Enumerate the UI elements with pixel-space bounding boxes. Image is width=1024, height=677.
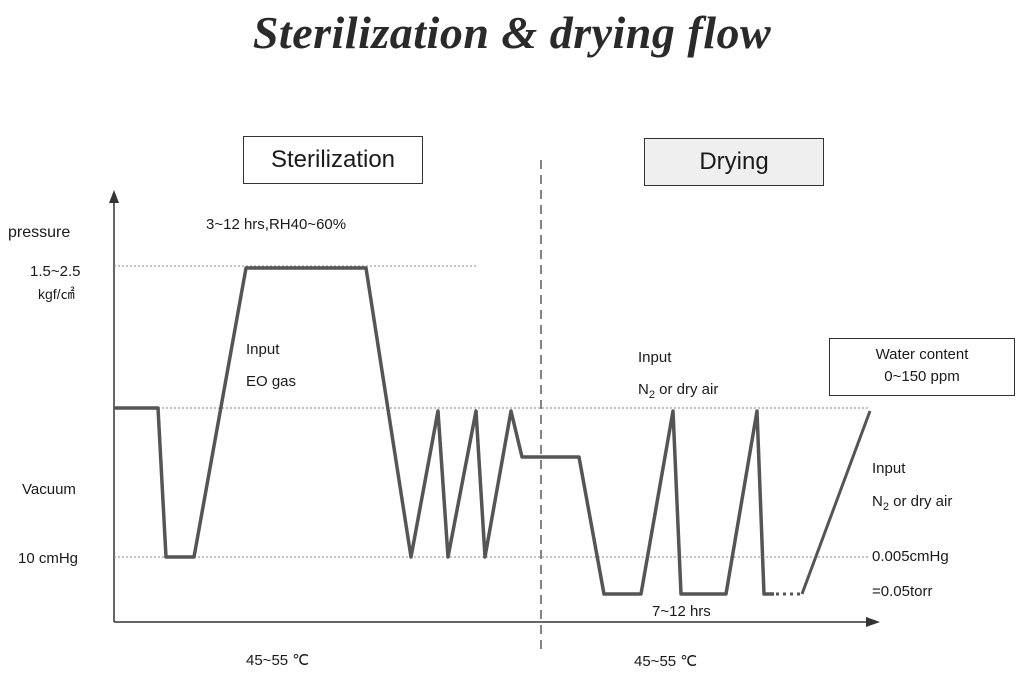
sterilization-stage-box: Sterilization (243, 136, 423, 184)
drying-temp-label: 45~55 ℃ (634, 653, 698, 670)
n2-symbol: N (638, 381, 649, 398)
cmhg-label: 10 cmHg (18, 550, 79, 567)
n2-rest: or dry air (654, 381, 719, 398)
input-n2-final-label-2: N2 or dry air (872, 493, 952, 513)
pressure-curve (114, 266, 774, 596)
water-content-label: Water content (875, 346, 969, 363)
pressure-curve-final (800, 410, 872, 595)
n2-final-subscript: 2 (882, 501, 889, 513)
drying-stage-box: Drying (644, 138, 824, 186)
page-title: Sterilization & drying flow (252, 7, 772, 58)
n2-final-symbol: N (872, 493, 883, 510)
pressure-top-label: 1.5~2.5 (30, 263, 81, 280)
vacuum-low-label: 0.005cmHg (872, 548, 949, 565)
drying-time-label: 7~12 hrs (652, 603, 711, 620)
sterilization-time-label: 3~12 hrs,RH40~60% (206, 216, 347, 233)
x-axis-arrow (866, 617, 880, 627)
water-content-value: 0~150 ppm (884, 368, 960, 385)
input-eo-label-1: Input (246, 341, 280, 358)
pressure-top-unit: kgf/㎠ (38, 286, 75, 302)
water-content-box: Water content 0~150 ppm (829, 338, 1015, 396)
vacuum-label: Vacuum (22, 481, 76, 498)
n2-subscript: 2 (648, 389, 655, 401)
sterilization-temp-label: 45~55 ℃ (246, 652, 310, 669)
n2-final-rest: or dry air (888, 493, 953, 510)
vacuum-low-torr-label: =0.05torr (872, 583, 933, 600)
input-n2-label-2: N2 or dry air (638, 381, 718, 401)
y-axis-arrow (109, 190, 119, 203)
input-eo-label-2: EO gas (246, 373, 297, 390)
y-axis-label: pressure (8, 224, 71, 241)
input-n2-final-label-1: Input (872, 460, 906, 477)
input-n2-label-1: Input (638, 349, 672, 366)
